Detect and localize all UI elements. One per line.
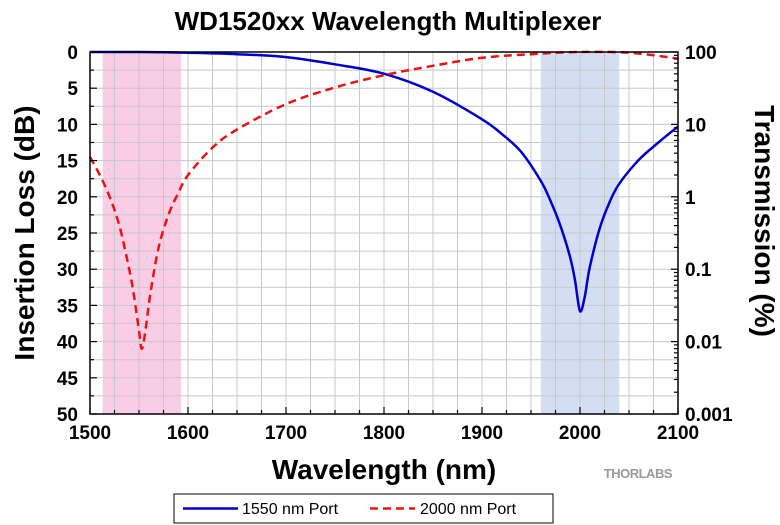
grid-lines xyxy=(90,52,678,414)
y-left-tick-label: 20 xyxy=(57,188,78,209)
y-left-tick-label: 5 xyxy=(67,79,78,100)
y-left-tick-label: 40 xyxy=(57,333,78,354)
y-right-tick-label: 0.01 xyxy=(685,333,722,354)
y-right-tick-labels: 100 10 1 0.1 0.01 0.001 xyxy=(685,43,733,426)
legend-label-1550: 1550 nm Port xyxy=(242,501,339,518)
x-tick-label: 2100 xyxy=(657,423,699,444)
series-line-2000-nm-port xyxy=(88,50,679,351)
x-tick-label: 2000 xyxy=(559,423,601,444)
y-right-axis-title: Transmission (%) xyxy=(749,105,780,337)
x-axis-title: Wavelength (nm) xyxy=(272,454,497,485)
x-tick-label: 1800 xyxy=(363,423,405,444)
legend-label-2000: 2000 nm Port xyxy=(420,501,517,518)
y-left-axis-title: Insertion Loss (dB) xyxy=(9,105,40,360)
x-tick-label: 1600 xyxy=(167,423,209,444)
legend: 1550 nm Port 2000 nm Port xyxy=(173,493,554,524)
y-left-tick-label: 35 xyxy=(57,296,79,317)
y-left-tick-label: 45 xyxy=(57,369,79,390)
series-line-1550-nm-port xyxy=(89,50,679,313)
y-right-tick-label: 1 xyxy=(685,188,696,209)
y-left-tick-label: 0 xyxy=(67,43,78,64)
x-tick-labels: 1500 1600 1700 1800 1900 2000 2100 xyxy=(69,423,699,444)
y-right-tick-label: 0.001 xyxy=(685,405,733,426)
y-left-tick-label: 10 xyxy=(57,115,78,136)
y-left-tick-label: 50 xyxy=(57,405,78,426)
y-left-tick-label: 30 xyxy=(57,260,78,281)
axis-ticks xyxy=(89,51,679,415)
chart-title: WD1520xx Wavelength Multiplexer xyxy=(175,6,602,36)
y-left-tick-label: 15 xyxy=(57,152,79,173)
y-right-tick-label: 10 xyxy=(685,115,706,136)
x-tick-label: 1900 xyxy=(461,423,503,444)
y-right-tick-label: 100 xyxy=(685,43,717,64)
x-tick-label: 1500 xyxy=(69,423,111,444)
y-right-tick-label: 0.1 xyxy=(685,260,712,281)
thorlabs-watermark: THORLABS xyxy=(604,466,673,481)
y-left-tick-label: 25 xyxy=(57,224,79,245)
y-left-tick-labels: 0 5 10 15 20 25 30 35 40 45 50 xyxy=(57,43,79,426)
x-tick-label: 1700 xyxy=(265,423,307,444)
data-series xyxy=(88,50,679,351)
